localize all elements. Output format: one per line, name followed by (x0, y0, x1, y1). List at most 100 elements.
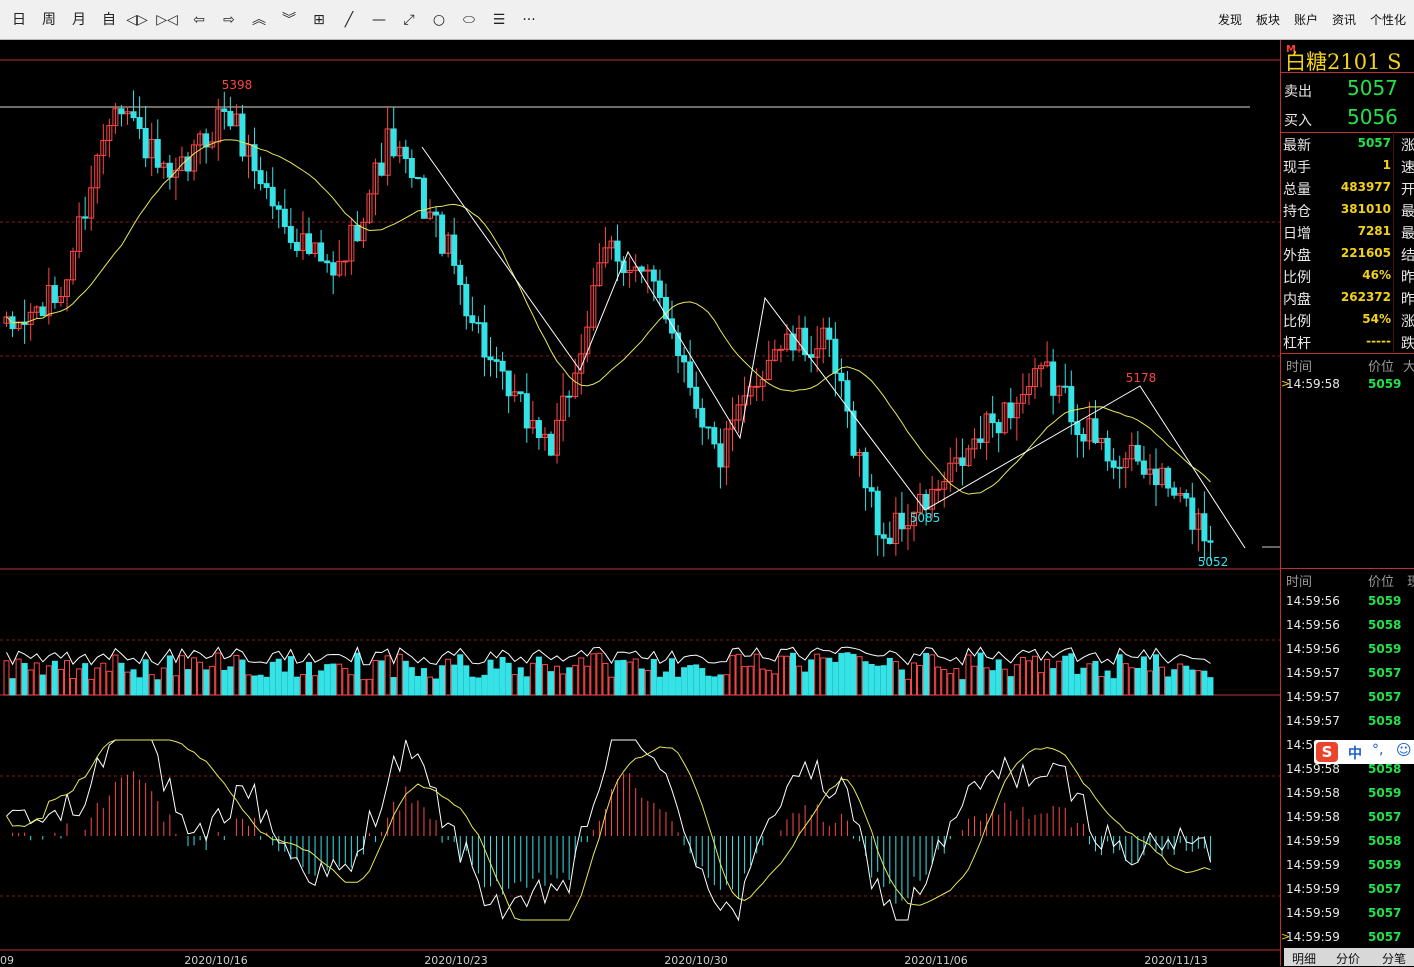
tick-row[interactable]: 14:59:59 5058 (1281, 830, 1414, 854)
tick-row[interactable]: 14:59:56 5058 (1281, 614, 1414, 638)
volume-bar (354, 652, 361, 696)
period-custom-button[interactable]: 自 (102, 12, 116, 28)
volume-bar (70, 677, 77, 696)
price-annotation: 5398 (222, 78, 253, 92)
candle (614, 240, 621, 262)
tab-detail[interactable]: 明细 (1292, 952, 1317, 966)
more-tools-icon[interactable]: ··· (522, 12, 536, 28)
quote-value: 483977 (1340, 180, 1391, 194)
ime-punct[interactable]: °, (1372, 742, 1384, 758)
menu-personalize[interactable]: 个性化 (1370, 13, 1407, 27)
volume-bar (1001, 668, 1008, 696)
candle (299, 233, 306, 251)
draw-line-icon[interactable]: ╱ (344, 12, 354, 28)
volume-bar (747, 665, 754, 696)
volume-bar (965, 654, 972, 696)
volume-bar (197, 661, 204, 696)
draw-segment-icon[interactable]: ⤢ (403, 12, 415, 28)
volume-bar (735, 653, 742, 696)
tick-row[interactable]: 14:59:58 5057 (1281, 806, 1414, 830)
volume-bar (880, 665, 887, 696)
tick-row[interactable]: >14:59:59 5057 (1281, 930, 1402, 944)
quote-value: 221605 (1340, 246, 1391, 260)
volume-bar (844, 652, 851, 696)
period-month-button[interactable]: 月 (72, 12, 86, 28)
tick-row[interactable]: 14:59:59 5057 (1281, 878, 1414, 902)
period-day-button[interactable]: 日 (12, 12, 26, 28)
candle (1128, 444, 1135, 460)
volume-bar (1183, 665, 1190, 696)
tick-time: 14:59:59 (1286, 834, 1340, 848)
volume-bar (874, 665, 881, 696)
volume-bar (995, 659, 1002, 696)
tick-row[interactable]: 14:59:56 5059 (1281, 638, 1414, 662)
tick-row[interactable]: 14:59:57 5057 (1281, 662, 1414, 686)
draw-text-icon[interactable]: ☰ (492, 12, 506, 28)
menu-news[interactable]: 资讯 (1332, 13, 1357, 27)
scroll-up-icon[interactable]: ︽ (252, 12, 266, 28)
candle (106, 125, 113, 142)
menu-account[interactable]: 账户 (1294, 13, 1319, 27)
volume-bar (759, 668, 766, 696)
volume-bar (1019, 657, 1026, 696)
draw-circle-icon[interactable]: ○ (432, 12, 446, 28)
scroll-right-icon[interactable]: ⇨ (223, 12, 235, 28)
candle (886, 537, 893, 545)
volume-bar (765, 669, 772, 696)
candle (463, 283, 470, 317)
candle (1195, 513, 1202, 530)
candle (1050, 361, 1057, 396)
tab-price-split[interactable]: 分价 (1336, 952, 1361, 966)
volume-bar (1128, 667, 1135, 696)
tab-tick[interactable]: 分笔 (1382, 952, 1407, 966)
quote-row: 总量 483977 开 (1281, 176, 1414, 198)
draw-ellipse-icon[interactable]: ⬭ (463, 12, 475, 28)
candle (911, 511, 917, 527)
tick-row[interactable]: 14:59:57 5058 (1281, 710, 1414, 734)
candle (112, 108, 119, 127)
ime-toolbar[interactable]: S 中 °, ☺ (1314, 740, 1414, 764)
volume-bar (802, 671, 809, 696)
volume-bar (554, 665, 561, 696)
candle (1159, 467, 1166, 486)
candle (408, 158, 415, 179)
candle (765, 359, 772, 381)
zoom-in-icon[interactable]: ▷◁ (156, 12, 178, 28)
scroll-left-icon[interactable]: ⇦ (193, 12, 205, 28)
date-axis-label: 2020/10/16 (184, 954, 247, 966)
trend-line (421, 146, 1246, 549)
sogou-icon[interactable]: S (1316, 742, 1338, 762)
tick-row[interactable]: 14:59:58 5059 (1281, 782, 1414, 806)
period-week-button[interactable]: 周 (42, 12, 56, 28)
quote-label: 比例 (1283, 270, 1311, 286)
quote-label: 杠杆 (1283, 336, 1311, 352)
layout-icon[interactable]: ⊞ (313, 12, 325, 28)
candle (874, 490, 881, 536)
scroll-down-icon[interactable]: ︾ (282, 12, 296, 28)
volume-bar (1038, 672, 1045, 696)
candle (566, 395, 573, 398)
volume-bar (602, 662, 609, 696)
tick-row[interactable]: 14:59:56 5059 (1281, 590, 1414, 614)
volume-bar (251, 675, 258, 696)
tick-header-2: 时间 价位 现 (1286, 575, 1414, 590)
emoji-icon[interactable]: ☺ (1396, 741, 1412, 759)
tick-row[interactable]: 14:59:58 5058 (1281, 758, 1414, 782)
volume-bar (348, 674, 355, 696)
volume-bar (3, 660, 10, 696)
volume-bar (796, 665, 803, 696)
tick-row[interactable]: 14:59:57 5057 (1281, 686, 1414, 710)
ime-mode[interactable]: 中 (1348, 746, 1362, 762)
quote-panel: M 白糖2101 S 卖出 5057 买入 5056 最新 5057 涨现手 1 速总量… (1280, 40, 1414, 966)
kline-chart[interactable]: 5398 5085 5178 5052 09 2020/10/16 2020/10/23 20… (0, 40, 1280, 966)
volume-bar (106, 670, 113, 696)
tick-row[interactable]: 14:59:59 5059 (1281, 854, 1414, 878)
draw-hline-icon[interactable]: — (372, 12, 386, 28)
menu-discover[interactable]: 发现 (1218, 13, 1243, 27)
tick-row-latest[interactable]: > 14:59:58 5059 (1281, 377, 1402, 391)
menu-sectors[interactable]: 板块 (1256, 13, 1281, 27)
volume-bar (820, 657, 827, 696)
zoom-out-icon[interactable]: ◁▷ (126, 12, 148, 28)
volume-bar (1080, 667, 1087, 696)
tick-row[interactable]: 14:59:59 5057 (1281, 902, 1414, 926)
